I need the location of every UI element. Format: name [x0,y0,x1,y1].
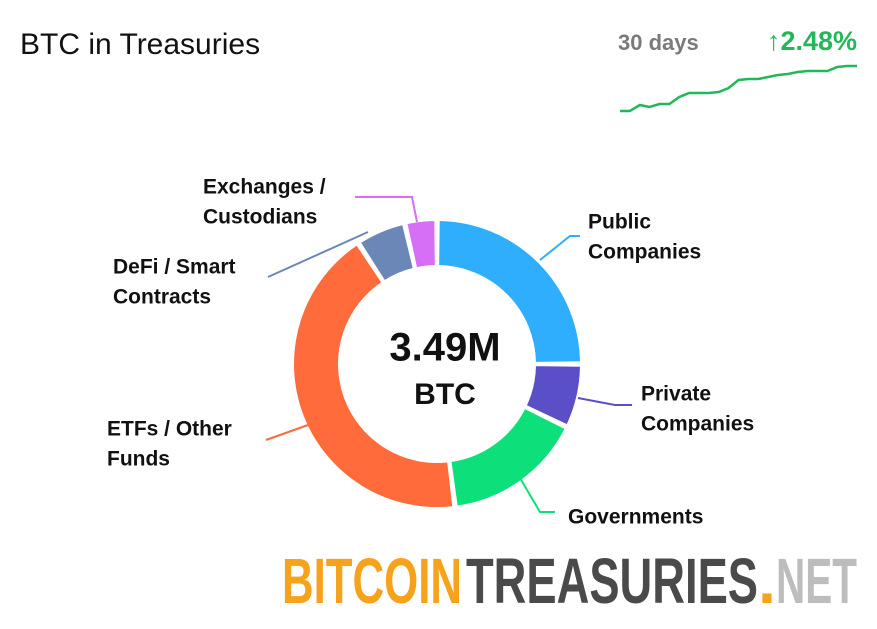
center-value: 3.49M [389,326,500,370]
change: ↑2.48% [767,26,857,56]
leader-line [265,424,309,441]
logo-part: BITCOIN [282,545,462,617]
segment-label: Governments [568,506,703,529]
segment-label: Public [588,211,651,234]
leader-line [519,477,555,513]
segment-label: Exchanges / [203,176,326,199]
segment-label: ETFs / Other [107,418,232,441]
leader-line [539,235,580,261]
leader-line [577,397,632,406]
logo: BITCOIN TREASURIES . NET [282,545,857,617]
donut-segment [437,219,582,364]
segment-label: Companies [588,241,701,264]
donut-segment [358,223,415,283]
logo-part: NET [776,545,857,617]
donut-segment [292,243,455,509]
center-unit: BTC [414,378,476,411]
donut-segment [449,406,567,508]
segment-label: Custodians [203,206,317,229]
segment-label: DeFi / Smart [113,256,236,279]
sparkline [620,64,857,113]
segment-label: Contracts [113,286,211,309]
period: 30 days [618,30,699,55]
segment-label: Private [641,383,711,406]
leader-line [267,231,369,278]
donut-segment [524,364,582,427]
segment-label: Companies [641,413,754,436]
leader-line [355,196,418,223]
segment-label: Funds [107,448,170,471]
logo-part: . [758,545,776,617]
logo-part: TREASURIES [466,545,758,617]
title: BTC in Treasuries [20,28,260,61]
